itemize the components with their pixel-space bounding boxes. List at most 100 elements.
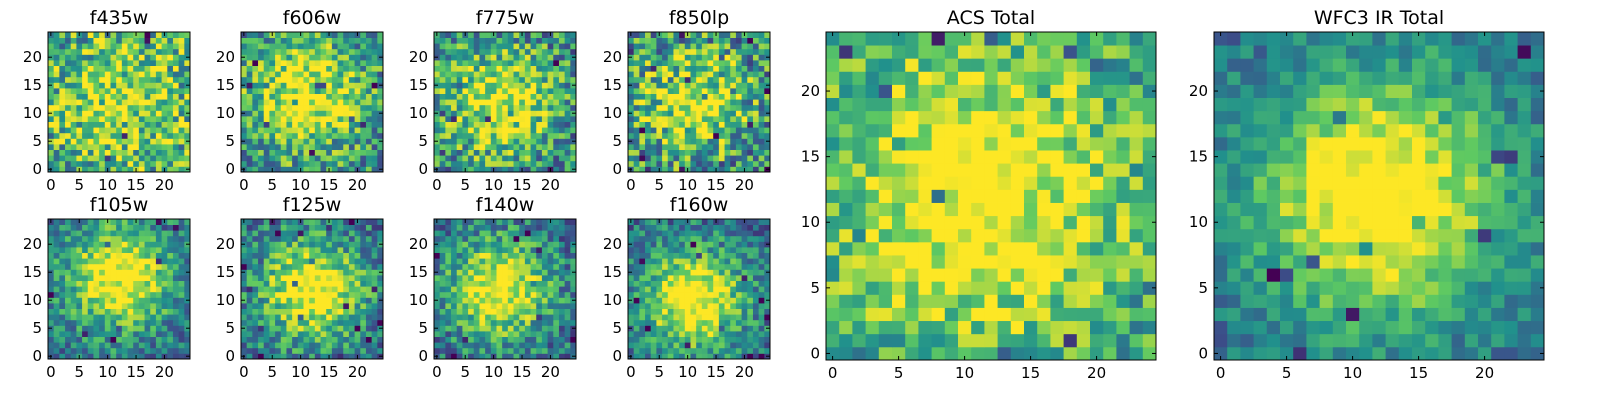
- heatmap-cell: [491, 269, 497, 275]
- heatmap-cell: [690, 49, 696, 55]
- heatmap-cell: [139, 122, 145, 128]
- heatmap-cell: [264, 133, 270, 139]
- heatmap-cell: [736, 127, 742, 133]
- heatmap-cell: [133, 320, 139, 326]
- heatmap-cell: [298, 297, 304, 303]
- heatmap-cell: [673, 303, 679, 309]
- heatmap-cell: [634, 342, 640, 348]
- x-tick-label: 5: [267, 176, 277, 194]
- heatmap-cell: [275, 49, 281, 55]
- heatmap-cell: [764, 150, 770, 156]
- x-tick-label: 5: [74, 363, 84, 381]
- heatmap-cell: [48, 66, 54, 72]
- heatmap-cell: [88, 348, 94, 354]
- y-tick-label: 10: [603, 104, 622, 122]
- heatmap-cell: [360, 325, 366, 331]
- heatmap-cell: [725, 337, 731, 343]
- heatmap-cell: [525, 60, 531, 66]
- heatmap-cell: [719, 297, 725, 303]
- heatmap-cell: [519, 286, 525, 292]
- heatmap-cell: [457, 325, 463, 331]
- heatmap-cell: [349, 155, 355, 161]
- heatmap-cell: [634, 77, 640, 83]
- heatmap-cell: [247, 337, 253, 343]
- heatmap-cell: [173, 155, 179, 161]
- heatmap-cell: [122, 286, 128, 292]
- heatmap-cell: [321, 66, 327, 72]
- heatmap-cell: [662, 49, 668, 55]
- heatmap-cell: [309, 155, 315, 161]
- heatmap-cell: [531, 342, 537, 348]
- heatmap-cell: [514, 325, 520, 331]
- heatmap-cell: [570, 32, 576, 38]
- heatmap-cell: [122, 155, 128, 161]
- heatmap-cell: [366, 342, 372, 348]
- heatmap-cell: [519, 105, 525, 111]
- heatmap-cell: [759, 133, 765, 139]
- heatmap-cell: [315, 122, 321, 128]
- heatmap-cell: [258, 60, 264, 66]
- heatmap-cell: [764, 66, 770, 72]
- heatmap-cell: [570, 133, 576, 139]
- heatmap-cell: [548, 225, 554, 231]
- heatmap-cell: [355, 60, 361, 66]
- heatmap-cell: [673, 32, 679, 38]
- heatmap-cell: [736, 348, 742, 354]
- heatmap-cell: [179, 281, 185, 287]
- heatmap-cell: [491, 309, 497, 315]
- x-tick-label: 15: [512, 176, 531, 194]
- heatmap-cell: [747, 342, 753, 348]
- heatmap-cell: [485, 71, 491, 77]
- heatmap-cell: [548, 264, 554, 270]
- heatmap-cell: [542, 144, 548, 150]
- heatmap-cell: [105, 144, 111, 150]
- heatmap-cell: [742, 342, 748, 348]
- heatmap-cell: [736, 43, 742, 49]
- heatmap-cell: [542, 122, 548, 128]
- heatmap-cell: [685, 320, 691, 326]
- heatmap-cell: [662, 99, 668, 105]
- heatmap-cell: [264, 54, 270, 60]
- heatmap-cell: [668, 314, 674, 320]
- heatmap-cell: [88, 225, 94, 231]
- heatmap-cell: [286, 269, 292, 275]
- heatmap-cell: [122, 292, 128, 298]
- heatmap-cell: [645, 161, 651, 167]
- heatmap-cell: [281, 77, 287, 83]
- heatmap-cell: [570, 219, 576, 225]
- heatmap-cell: [150, 314, 156, 320]
- heatmap-cell: [133, 331, 139, 337]
- heatmap-cell: [298, 66, 304, 72]
- heatmap-cell: [150, 309, 156, 315]
- heatmap-cell: [736, 82, 742, 88]
- heatmap-cell: [133, 155, 139, 161]
- heatmap-cell: [343, 275, 349, 281]
- heatmap-cell: [338, 110, 344, 116]
- heatmap-cell: [59, 247, 65, 253]
- heatmap-cell: [496, 230, 502, 236]
- heatmap-cell: [570, 247, 576, 253]
- heatmap-cell: [451, 309, 457, 315]
- heatmap-cell: [445, 320, 451, 326]
- heatmap-cell: [508, 303, 514, 309]
- heatmap-cell: [468, 122, 474, 128]
- heatmap-cell: [82, 230, 88, 236]
- heatmap-cell: [525, 82, 531, 88]
- heatmap-cell: [145, 225, 151, 231]
- heatmap-cell: [725, 314, 731, 320]
- heatmap-cell: [122, 297, 128, 303]
- heatmap-cell: [128, 337, 134, 343]
- heatmap-cell: [167, 110, 173, 116]
- heatmap-cell: [519, 60, 525, 66]
- heatmap-cell: [281, 54, 287, 60]
- heatmap-cell: [133, 122, 139, 128]
- heatmap-cell: [542, 150, 548, 156]
- heatmap-cell: [264, 49, 270, 55]
- heatmap-cell: [309, 297, 315, 303]
- heatmap-cell: [559, 331, 565, 337]
- heatmap-cell: [730, 82, 736, 88]
- heatmap-cell: [570, 43, 576, 49]
- heatmap-cell: [496, 127, 502, 133]
- heatmap-cell: [708, 155, 714, 161]
- heatmap-cell: [184, 43, 190, 49]
